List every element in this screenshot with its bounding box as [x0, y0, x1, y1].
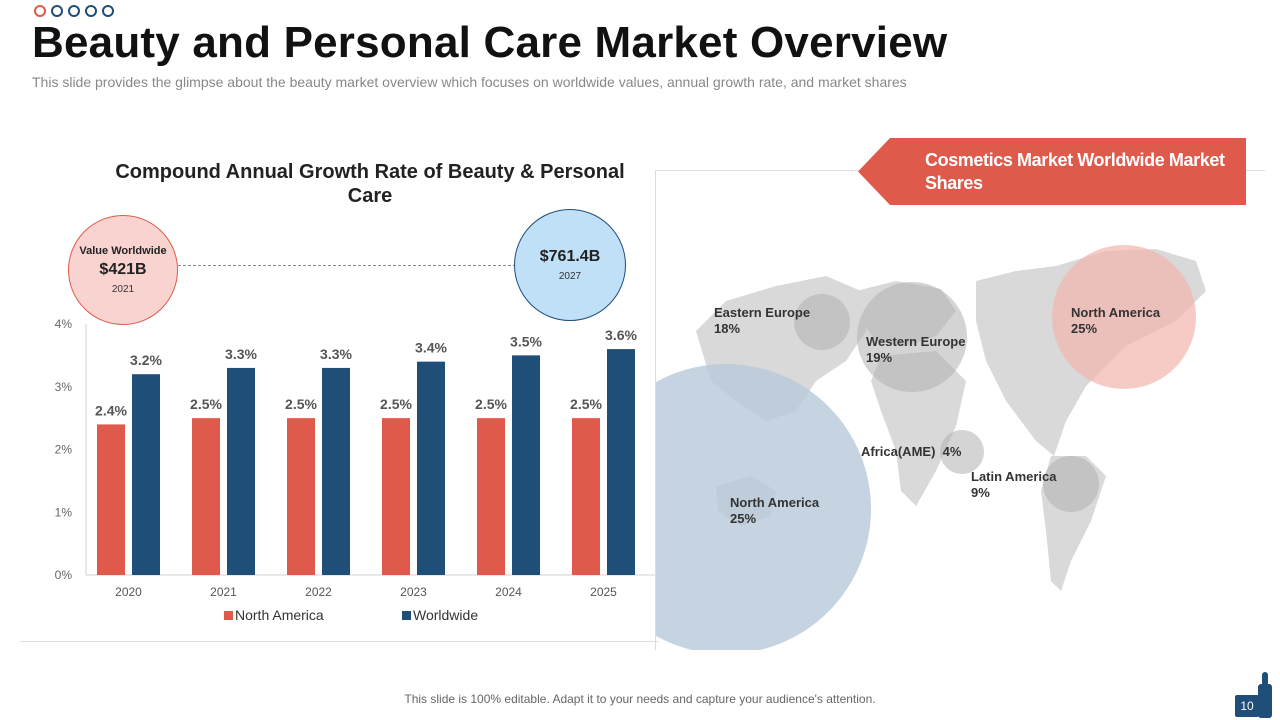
data-label: 2.4%: [95, 402, 127, 418]
region-label-latin-america: Latin America 9%: [971, 469, 1057, 500]
bar-north-america-2020: [97, 424, 125, 575]
region-bubble-north-america: [1052, 245, 1196, 389]
bubble-year: 2021: [111, 284, 135, 295]
bar-worldwide-2023: [417, 361, 445, 575]
market-share-banner: [858, 138, 1246, 205]
y-tick-label: 2%: [55, 443, 73, 457]
banner-title: Cosmetics Market Worldwide Market Shares: [925, 150, 1225, 193]
region-label-north-america-large: North America 25%: [730, 495, 820, 526]
bubble-value: $421B: [99, 261, 147, 278]
bar-north-america-2022: [287, 418, 315, 575]
region-bubble-africa: [940, 430, 984, 474]
bar-north-america-2023: [382, 418, 410, 575]
legend-swatch: [402, 611, 411, 620]
data-label: 3.3%: [320, 346, 352, 362]
data-label: 2.5%: [570, 396, 602, 412]
bubble-value: $761.4B: [539, 248, 601, 265]
region-label-western-europe: Western Europe 19%: [866, 334, 966, 365]
data-label: 2.5%: [285, 396, 317, 412]
region-bubble-north-america-large: [656, 364, 871, 650]
connector-dashed-line: [178, 265, 516, 266]
legend-label: North America: [235, 607, 324, 623]
page-number: 10: [1235, 695, 1259, 717]
dot-icon: [85, 5, 97, 17]
x-tick-label: 2022: [305, 585, 332, 599]
legend-swatch: [224, 611, 233, 620]
bar-worldwide-2021: [227, 367, 255, 575]
x-tick-label: 2020: [115, 585, 142, 599]
region-label-africa: Africa(AME) 4%: [861, 444, 962, 459]
data-label: 3.3%: [225, 346, 257, 362]
bubble-label: Value Worldwide: [79, 245, 167, 257]
cagr-bar-chart: 0% 1% 2% 3% 4% 2.4% 3.2% 2020 2.5% 3.3% 2021 2.5% 3.…: [55, 317, 656, 623]
data-label: 2.5%: [380, 396, 412, 412]
x-tick-label: 2021: [210, 585, 237, 599]
region-label-eastern-europe: Eastern Europe 18%: [714, 305, 811, 336]
region-label-north-america: North America 25%: [1071, 305, 1161, 336]
dot-icon: [68, 5, 80, 17]
region-bubble-latin-america: [1043, 456, 1099, 512]
bubble-year: 2027: [558, 271, 582, 282]
region-bubble-eastern-europe: [794, 294, 850, 350]
value-worldwide-bubble-2027: $761.4B 2027: [514, 209, 626, 321]
data-label: 2.5%: [190, 396, 222, 412]
bar-north-america-2021: [192, 418, 220, 575]
data-label: 3.6%: [605, 327, 637, 343]
dot-icon: [34, 5, 46, 17]
x-tick-label: 2024: [495, 585, 522, 599]
dot-icon: [51, 5, 63, 17]
bar-worldwide-2020: [132, 374, 160, 575]
bar-north-america-2024: [477, 418, 505, 575]
thumbs-up-icon: [1258, 672, 1272, 718]
region-bubble-western-europe: [857, 282, 967, 392]
bar-north-america-2025: [572, 418, 600, 575]
dot-icon: [102, 5, 114, 17]
x-tick-label: 2025: [590, 585, 617, 599]
page-title: Beauty and Personal Care Market Overview: [32, 18, 948, 67]
bar-worldwide-2022: [322, 367, 350, 575]
y-tick-label: 0%: [55, 568, 73, 582]
y-tick-label: 1%: [55, 505, 73, 519]
world-map-illustration: [656, 245, 1206, 650]
value-worldwide-bubble-2021: Value Worldwide $421B 2021: [68, 215, 178, 325]
cagr-chart-panel: Compound Annual Growth Rate of Beauty & …: [20, 160, 658, 642]
legend-label: Worldwide: [413, 607, 478, 623]
bar-worldwide-2024: [512, 355, 540, 575]
market-share-map-panel: [655, 170, 1265, 650]
page-subtitle: This slide provides the glimpse about th…: [32, 74, 907, 90]
data-label: 2.5%: [475, 396, 507, 412]
footer-note: This slide is 100% editable. Adapt it to…: [404, 692, 876, 706]
x-tick-label: 2023: [400, 585, 427, 599]
y-tick-label: 4%: [55, 317, 73, 331]
data-label: 3.5%: [510, 333, 542, 349]
data-label: 3.2%: [130, 352, 162, 368]
chart-title: Compound Annual Growth Rate of Beauty & …: [115, 161, 625, 207]
decorative-dots: [34, 5, 114, 17]
y-tick-label: 3%: [55, 380, 73, 394]
data-label: 3.4%: [415, 340, 447, 356]
bar-worldwide-2025: [607, 349, 635, 575]
